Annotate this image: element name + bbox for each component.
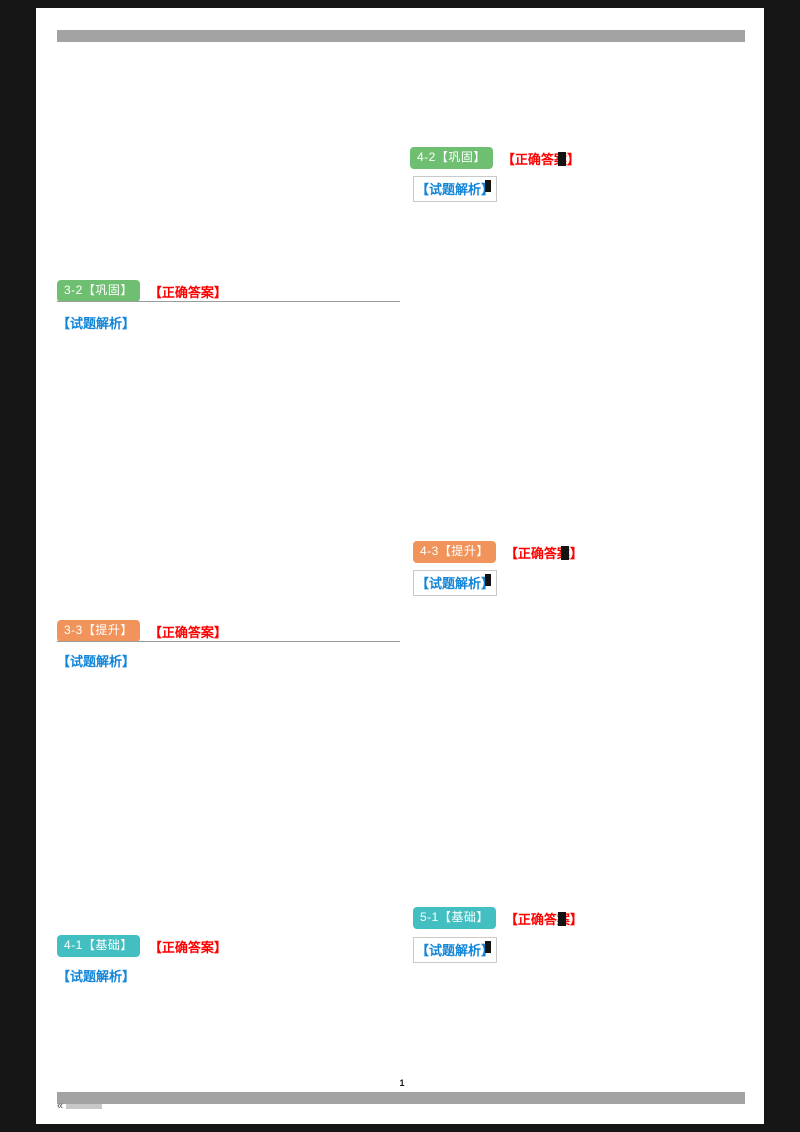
correct-answer-label: 【正确答案】 [148, 939, 227, 955]
analysis-fragment-mark [485, 180, 491, 192]
document-page: 4-2【巩固】 【正确答案】 【试题解析】 4-3【提升】 【正确答案】 【试题… [36, 8, 764, 1124]
correct-answer-label: 【正确答案】 [504, 545, 583, 561]
answer-row: 4-3【提升】 【正确答案】 [413, 541, 583, 563]
section-divider-line [57, 301, 400, 302]
analysis-fragment-mark [485, 941, 491, 953]
analysis-label: 【试题解析】 [57, 969, 136, 984]
answer-row: 4-2【巩固】 【正确答案】 [410, 147, 580, 169]
question-badge: 4-1【基础】 [57, 935, 140, 957]
footer-rule-bar [57, 1092, 745, 1104]
header-rule-bar [57, 30, 745, 42]
footer-watermark-text [66, 1103, 103, 1109]
correct-answer-label: 【正确答案】 [148, 284, 227, 300]
answer-row: 4-1【基础】 【正确答案】 [57, 935, 227, 957]
footer-guillemet: « [57, 1100, 64, 1112]
question-badge: 4-3【提升】 [413, 541, 496, 563]
question-badge: 5-1【基础】 [413, 907, 496, 929]
footer-watermark: « [57, 1100, 103, 1112]
correct-answer-label: 【正确答案】 [504, 911, 583, 927]
correct-answer-label: 【正确答案】 [148, 624, 227, 640]
question-badge: 3-3【提升】 [57, 620, 140, 642]
analysis-label: 【试题解析】 [413, 570, 498, 596]
answer-row: 3-3【提升】 【正确答案】 [57, 620, 227, 642]
answer-fragment-mark [558, 912, 566, 926]
correct-answer-label: 【正确答案】 [501, 151, 580, 167]
analysis-fragment-mark [485, 574, 491, 586]
analysis-label: 【试题解析】 [57, 316, 136, 331]
question-badge: 4-2【巩固】 [410, 147, 493, 169]
analysis-label: 【试题解析】 [413, 176, 498, 202]
question-badge: 3-2【巩固】 [57, 280, 140, 302]
analysis-label: 【试题解析】 [413, 937, 498, 963]
answer-fragment-mark [558, 152, 566, 166]
analysis-label: 【试题解析】 [57, 654, 136, 669]
section-divider-line [57, 641, 400, 642]
answer-fragment-mark [561, 546, 569, 560]
page-number: 1 [399, 1078, 405, 1088]
answer-row: 3-2【巩固】 【正确答案】 [57, 280, 227, 302]
